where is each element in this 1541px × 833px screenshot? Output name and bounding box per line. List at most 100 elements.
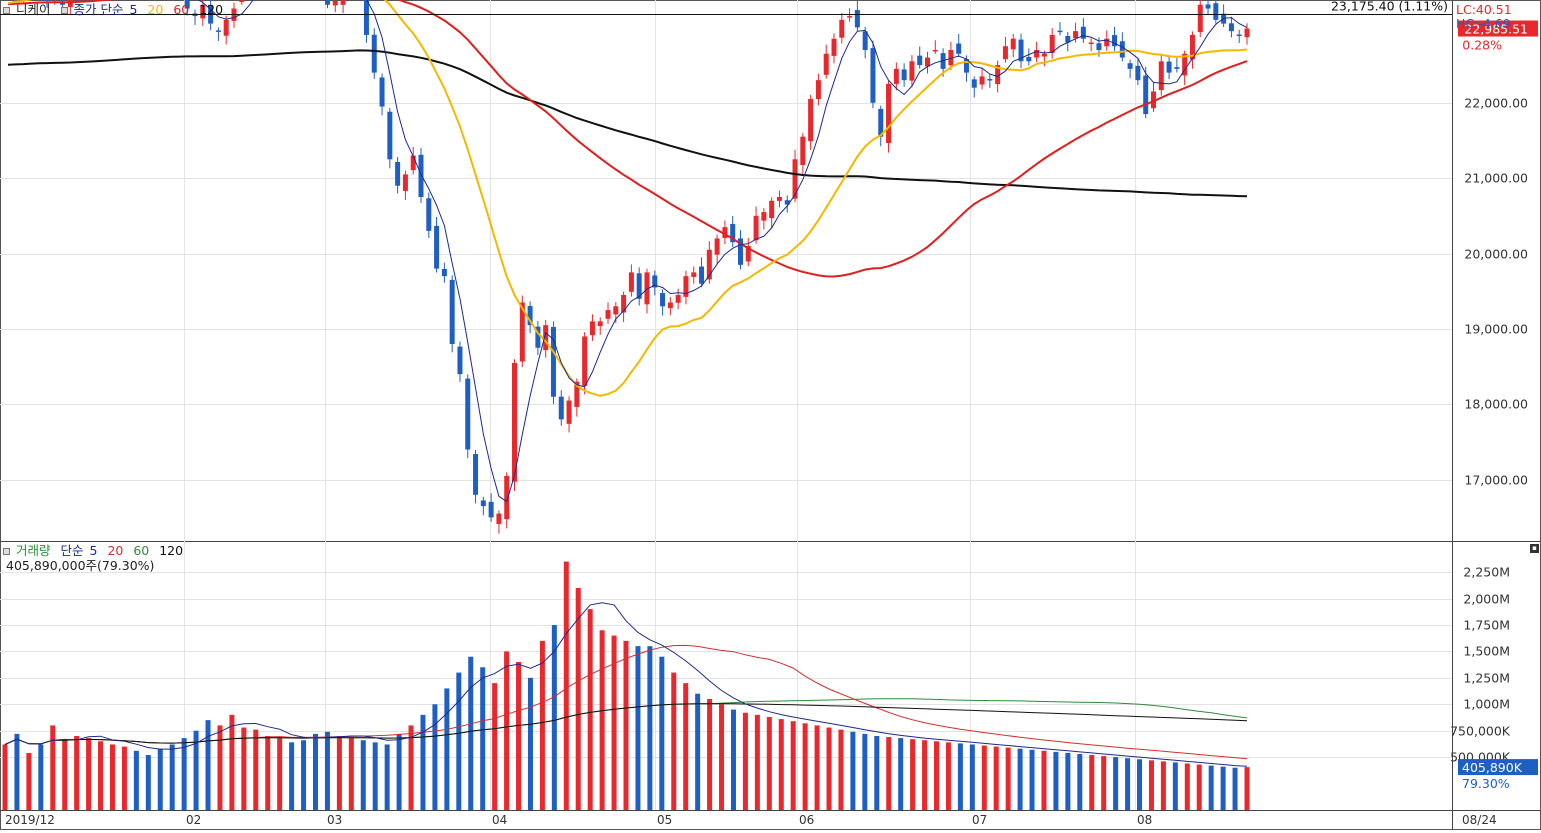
y-tick-label: 750,000K [1450,724,1511,739]
volume-bar [1196,764,1202,810]
volume-bar [98,741,104,810]
candle-body [519,302,525,362]
volume-bar [384,744,390,810]
volume-bar [26,752,32,810]
candle-body [1041,53,1047,57]
candle-body [675,295,681,303]
ma5-line [197,0,1248,503]
volume-bar [193,730,199,810]
volume-bar [336,736,342,810]
candle-body [699,266,705,284]
candle-body [823,53,829,75]
candle-body [706,249,712,280]
volume-info: 405,890,000주(79.30%) [6,558,155,573]
candle-body [948,50,954,66]
candle-body [613,306,619,315]
volume-bar [1125,758,1131,810]
candle-body [722,227,728,239]
legend-toggle-icon[interactable] [3,548,10,555]
volume-bar [301,740,307,810]
candle-body [1236,34,1242,37]
candle-body [808,99,814,142]
candle-body [1057,30,1063,33]
candle-body [504,475,510,520]
candle-body [862,31,868,50]
candle-body [987,79,993,81]
candle-body [324,0,330,5]
candle-body [512,362,518,482]
panel-collapse-icon[interactable]: ▪ [1530,544,1539,553]
candle-body [223,19,229,36]
volume-bar [253,729,259,810]
candle-body [753,215,759,241]
y-tick-label: 1,250M [1463,671,1510,686]
volume-bar [1148,760,1154,810]
volume-bar [587,609,593,810]
volume-bar [1101,756,1107,810]
candle-body [473,454,479,495]
candle-body [792,159,798,199]
candle-body [574,381,580,407]
volume-bar [766,716,772,810]
volume-ma120-line [4,703,1248,745]
candle-body [683,276,689,297]
volume-bar [205,720,211,810]
candle-body [917,55,923,66]
price-legend-ma20: 20 [147,2,164,17]
candle-body [956,43,962,54]
volume-bar [719,704,725,810]
volume-legend-ma20: 20 [107,543,124,558]
volume-bar [826,727,832,810]
candle-body [605,310,611,319]
ma60-line [7,0,1248,278]
ma20-line [7,0,1248,397]
candle-body [730,223,736,243]
candle-body [784,200,790,205]
candle-body [1143,75,1149,115]
candle-body [800,136,806,166]
price-legend-ma60: 60 [173,2,190,17]
volume-bar [1017,748,1023,810]
legend-toggle-icon[interactable] [60,7,68,14]
volume-bar [683,683,689,810]
candle-body [550,326,556,397]
candle-body [714,238,720,255]
volume-bar [324,731,330,810]
x-tick-label: 08 [1137,813,1152,827]
candle-body [1073,31,1079,39]
candle-body [449,279,455,344]
candle-body [566,400,572,424]
volume-bar [838,729,844,810]
volume-bar [981,745,987,810]
volume-bar [133,750,139,810]
volume-bar [551,625,557,810]
y-tick-label: 2,000M [1463,592,1510,607]
ma120-line [7,49,1248,198]
volume-bar [62,740,68,810]
candle-body [1026,57,1032,62]
candle-body [854,10,860,28]
y-tick-label: 1,750M [1463,618,1510,633]
y-tick-label: 20,000.00 [1464,247,1528,262]
candle-body [636,273,642,299]
price-legend-ma120: 120 [199,2,224,17]
legend-toggle-icon[interactable] [3,7,10,14]
volume-bar [1244,767,1250,810]
candle-body [737,238,743,265]
candle-body [776,197,782,201]
candle-body [909,61,915,81]
volume-legend-name: 거래량 [16,543,51,558]
candle-body [761,212,767,221]
candle-body [745,246,751,262]
volume-bar [910,739,916,810]
volume-bar [539,640,545,810]
volume-bar [898,738,904,810]
candle-body [847,16,853,18]
candle-body [363,0,369,35]
candle-body [839,19,845,38]
candle-body [340,0,346,5]
candle-body [371,34,377,73]
y-tick-label: 17,000.00 [1464,473,1528,488]
volume-bar [707,699,713,810]
candle-body [870,48,876,103]
